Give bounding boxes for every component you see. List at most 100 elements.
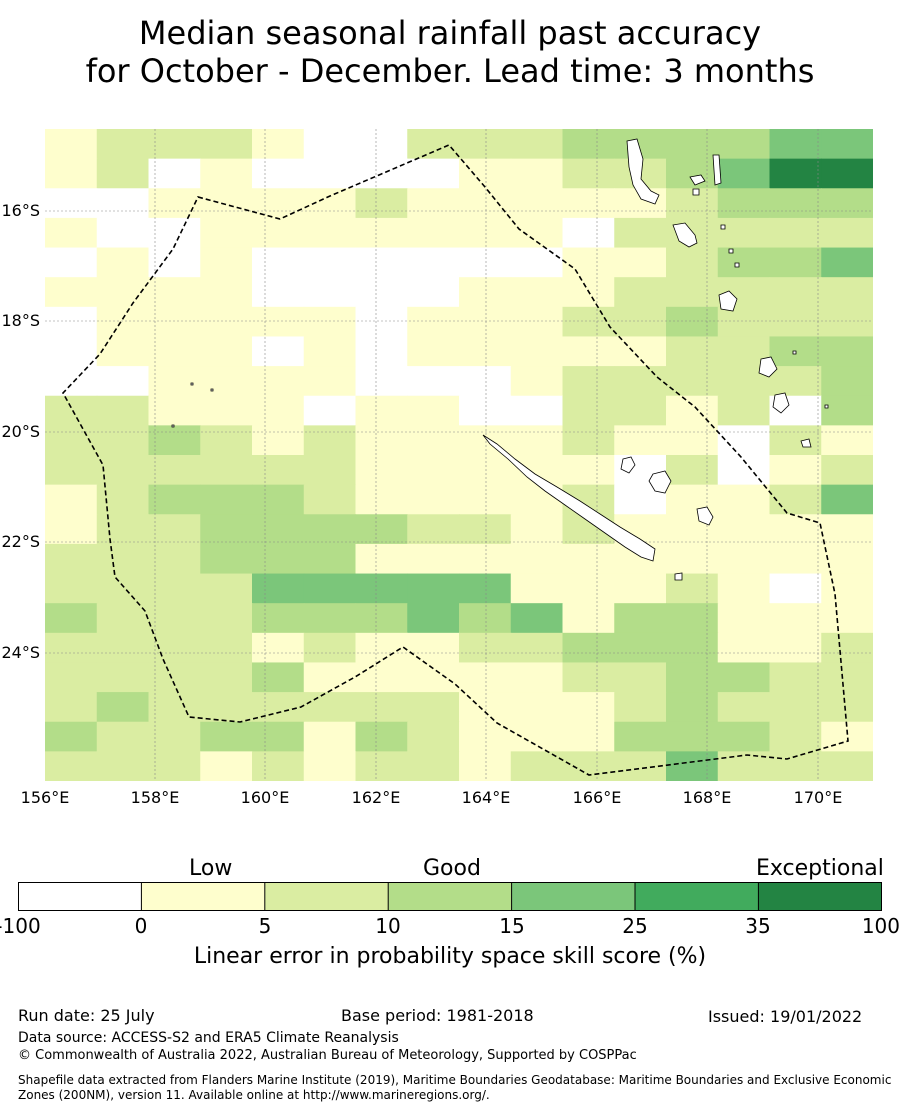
colorbar-segment-7: [758, 882, 882, 911]
skill-cell: [614, 395, 667, 426]
skill-cell: [303, 573, 357, 604]
skill-cell: [96, 662, 150, 693]
skill-cell: [821, 247, 873, 278]
skill-cell: [200, 543, 253, 575]
skill-cell: [355, 306, 408, 338]
skill-cell: [459, 632, 512, 664]
skill-cell: [303, 662, 357, 693]
pentecost-island: [712, 154, 722, 186]
skill-cell: [252, 543, 305, 575]
skill-cell: [666, 455, 719, 486]
skill-cell: [96, 543, 150, 575]
skill-cell: [45, 632, 98, 664]
skill-cell: [355, 217, 408, 249]
skill-cell: [96, 395, 150, 426]
skill-cell: [821, 217, 873, 249]
skill-cell: [717, 425, 771, 456]
skill-cell: [407, 366, 460, 397]
skill-cell: [614, 751, 667, 781]
skill-cell: [562, 603, 615, 634]
colorbar-tick-15: 15: [499, 914, 525, 938]
skill-cell: [769, 247, 822, 278]
skill-cell: [355, 573, 408, 604]
skill-cell: [148, 721, 201, 752]
skill-cell: [45, 484, 98, 515]
skill-cell: [45, 306, 98, 338]
skill-cell: [562, 395, 615, 426]
skill-cell: [407, 217, 460, 249]
skill-cell: [200, 692, 253, 723]
skill-cell: [717, 395, 771, 426]
skill-cell: [459, 543, 512, 575]
skill-cell: [717, 662, 771, 693]
skill-cell: [96, 158, 150, 189]
loyalty-island-3: [696, 506, 714, 526]
isle-of-pines: [674, 572, 683, 581]
skill-cell: [510, 395, 564, 426]
skill-cell: [614, 425, 667, 456]
skill-cell: [355, 277, 408, 308]
skill-cell: [562, 336, 615, 367]
skill-cell: [96, 336, 150, 367]
skill-cell: [459, 573, 512, 604]
lon-label-158e: 158°E: [130, 788, 180, 807]
shapefile-credit: Shapefile data extracted from Flanders M…: [18, 1073, 892, 1102]
legend-category-low: Low: [189, 856, 233, 881]
skill-cell: [148, 514, 201, 545]
skill-cell: [303, 543, 357, 575]
skill-cell: [200, 247, 253, 278]
skill-cell: [717, 632, 771, 664]
skill-cell: [303, 336, 357, 367]
colorbar-segment-2: [141, 882, 265, 911]
lat-label-24s: 24°S: [1, 643, 40, 662]
skill-cell: [459, 603, 512, 634]
skill-cell: [769, 692, 822, 723]
skill-cell: [148, 455, 201, 486]
skill-cell: [148, 188, 201, 219]
erromango-island: [758, 356, 778, 378]
skill-cell: [355, 603, 408, 634]
skill-cell: [821, 455, 873, 486]
skill-cell: [407, 455, 460, 486]
skill-cell: [614, 573, 667, 604]
data-source: Data source: ACCESS-S2 and ERA5 Climate …: [18, 1030, 399, 1046]
skill-cell: [407, 395, 460, 426]
skill-cell: [666, 721, 719, 752]
skill-cell: [821, 336, 873, 367]
skill-cell: [717, 306, 771, 338]
loyalty-island-2: [648, 470, 672, 494]
skill-cell: [459, 484, 512, 515]
skill-cell: [148, 632, 201, 664]
skill-cell: [303, 306, 357, 338]
skill-cell: [562, 247, 615, 278]
skill-cell: [510, 692, 564, 723]
skill-cell: [562, 721, 615, 752]
skill-cell: [614, 277, 667, 308]
skill-cell: [614, 247, 667, 278]
skill-cell: [717, 158, 771, 189]
skill-cell: [355, 247, 408, 278]
skill-cell: [769, 188, 822, 219]
skill-cell: [45, 188, 98, 219]
skill-cell: [666, 692, 719, 723]
skill-cell: [200, 366, 253, 397]
skill-cell: [769, 603, 822, 634]
lon-label-170e: 170°E: [793, 788, 843, 807]
skill-cell: [200, 573, 253, 604]
skill-cell: [407, 751, 460, 781]
skill-cell: [821, 692, 873, 723]
skill-cell: [769, 366, 822, 397]
skill-cell: [562, 188, 615, 219]
skill-cell: [96, 484, 150, 515]
skill-cell: [303, 188, 357, 219]
skill-cell: [252, 217, 305, 249]
skill-cell: [614, 721, 667, 752]
skill-cell: [821, 129, 873, 160]
skill-cell: [303, 751, 357, 781]
skill-cell: [200, 603, 253, 634]
skill-cell: [45, 247, 98, 278]
skill-cell: [303, 158, 357, 189]
skill-cell: [252, 662, 305, 693]
skill-cell: [562, 662, 615, 693]
skill-cell: [459, 188, 512, 219]
